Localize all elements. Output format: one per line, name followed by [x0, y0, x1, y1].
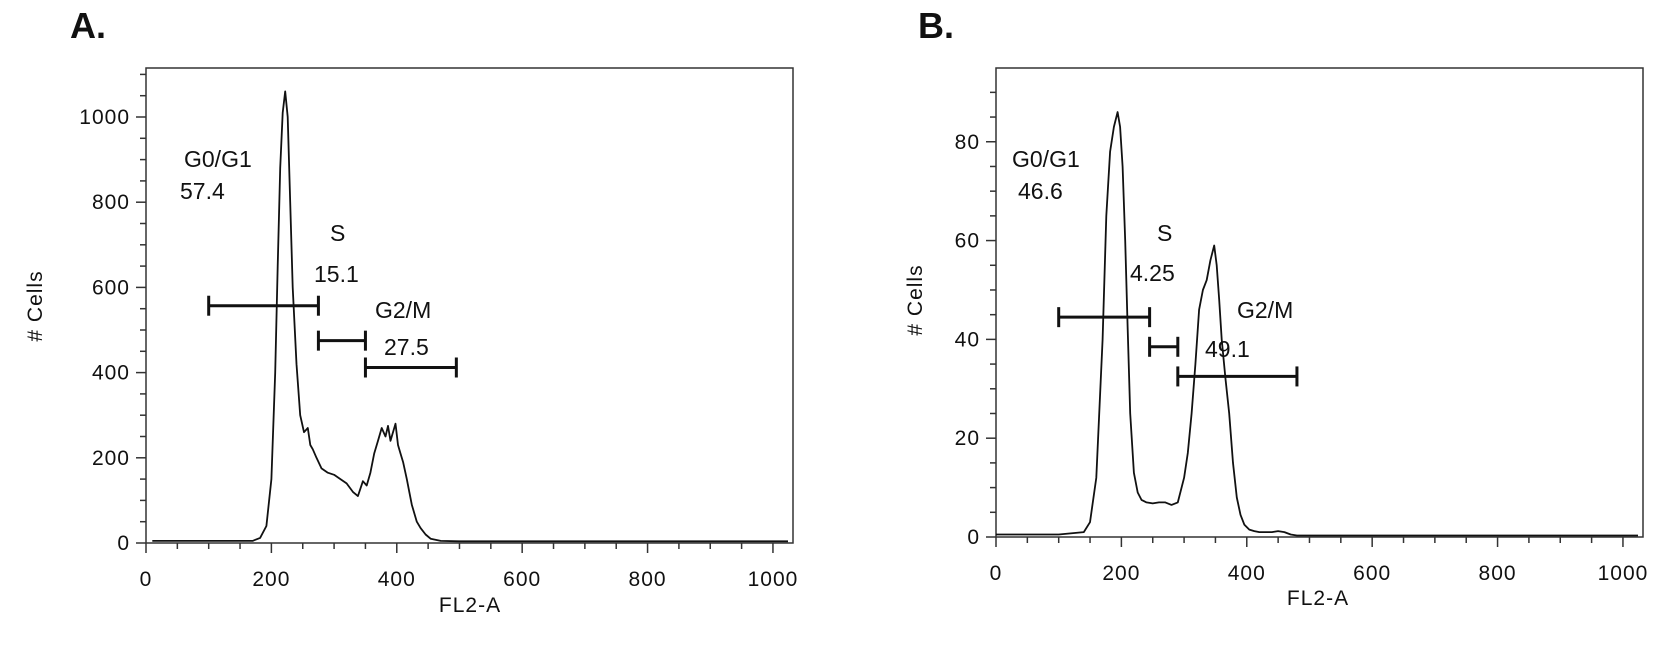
y-tick-label: 400: [92, 362, 130, 385]
panel-b-s-label: S: [1157, 220, 1172, 246]
y-tick-label: 1000: [79, 106, 130, 129]
panel-a-s-label: S: [330, 220, 345, 246]
panel-b-g0g1-value: 46.6: [1018, 178, 1063, 204]
y-tick-label: 40: [955, 328, 980, 351]
panel-a-x-axis-title: FL2-A: [439, 594, 501, 617]
panel-a: A. 0 200 400 600 800 1000 0 200 400 600 800 1000 FL…: [24, 5, 799, 617]
panel-b-y-axis-title: # Cells: [904, 264, 927, 335]
gate-2: [363, 357, 458, 378]
y-tick-label: 60: [955, 230, 980, 253]
gate-1: [1148, 336, 1180, 357]
panel-a-histogram-line: [152, 90, 788, 543]
x-tick-label: 800: [1479, 562, 1517, 585]
panel-a-ticks: [136, 73, 774, 553]
panel-b-s-value: 4.25: [1130, 260, 1175, 286]
x-tick-label: 1000: [748, 568, 799, 591]
gate-0: [1057, 307, 1152, 328]
panel-b-x-axis-title: FL2-A: [1287, 587, 1349, 610]
panel-a-letter: A.: [70, 5, 106, 46]
panel-b-g2m-label: G2/M: [1237, 297, 1293, 323]
x-tick-label: 400: [1228, 562, 1266, 585]
panel-a-s-value: 15.1: [314, 261, 359, 287]
x-tick-label: 800: [629, 568, 667, 591]
x-tick-label: 0: [140, 568, 153, 591]
x-tick-label: 200: [1102, 562, 1140, 585]
x-tick-label: 1000: [1598, 562, 1649, 585]
panel-a-plot-frame: [145, 67, 794, 544]
y-tick-label: 800: [92, 191, 130, 214]
panel-a-y-axis-title: # Cells: [24, 270, 47, 341]
gate-1: [316, 330, 367, 351]
x-tick-label: 400: [378, 568, 416, 591]
x-tick-label: 0: [990, 562, 1003, 585]
panel-b-g0g1-label: G0/G1: [1012, 146, 1080, 172]
panel-b-histogram-line: [996, 111, 1638, 537]
x-tick-label: 600: [1353, 562, 1391, 585]
y-tick-label: 80: [955, 131, 980, 154]
y-tick-label: 0: [117, 532, 130, 555]
panel-a-g2m-label: G2/M: [375, 297, 431, 323]
y-tick-label: 20: [955, 427, 980, 450]
y-tick-label: 200: [92, 447, 130, 470]
y-tick-label: 600: [92, 276, 130, 299]
gate-0: [207, 295, 320, 316]
panel-a-g2m-value: 27.5: [384, 334, 429, 360]
gate-2: [1176, 366, 1299, 387]
panel-b-plot-frame: [995, 67, 1644, 538]
panel-a-gates: [207, 295, 458, 378]
panel-b-ticks: [986, 91, 1624, 547]
x-tick-label: 600: [503, 568, 541, 591]
panel-b-gates: [1057, 307, 1299, 387]
panel-b-g2m-value: 49.1: [1205, 336, 1250, 362]
panel-a-tick-labels: 0 200 400 600 800 1000 0 200 400 600 800 1000: [79, 106, 799, 591]
panel-a-g0g1-label: G0/G1: [184, 146, 252, 172]
panel-a-g0g1-value: 57.4: [180, 178, 225, 204]
x-tick-label: 200: [252, 568, 290, 591]
panel-b-letter: B.: [918, 5, 954, 46]
y-tick-label: 0: [967, 526, 980, 549]
